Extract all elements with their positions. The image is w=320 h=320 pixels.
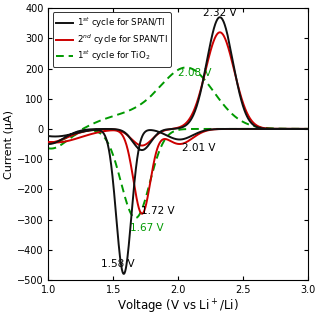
1$^{st}$ cycle for SPAN/TI [56,134,60,138]
1$^{st}$ cycle for TiO$_2$ [140,208,144,212]
1$^{st}$ cycle for TiO$_2$ [300,127,304,131]
Legend: 1$^{st}$ cycle for SPAN/TI, 2$^{nd}$ cycle for SPAN/TI, 1$^{st}$ cycle for TiO$_: 1$^{st}$ cycle for SPAN/TI, 2$^{nd}$ cyc… [53,12,171,67]
2$^{nd}$ cycle for SPAN/TI [140,212,144,216]
1$^{st}$ cycle for SPAN/TI [46,142,50,146]
Line: 1$^{st}$ cycle for SPAN/TI: 1$^{st}$ cycle for SPAN/TI [48,17,308,274]
1$^{st}$ cycle for SPAN/TI [79,129,83,132]
1$^{st}$ cycle for TiO$_2$ [79,128,83,132]
Text: 2.32 V: 2.32 V [203,8,237,18]
2$^{nd}$ cycle for SPAN/TI [79,130,83,134]
1$^{st}$ cycle for SPAN/TI [46,134,50,138]
Line: 2$^{nd}$ cycle for SPAN/TI: 2$^{nd}$ cycle for SPAN/TI [48,32,308,214]
1$^{st}$ cycle for SPAN/TI [300,127,304,131]
1$^{st}$ cycle for TiO$_2$ [46,146,50,150]
2$^{nd}$ cycle for SPAN/TI [218,30,222,34]
Y-axis label: Current (μA): Current (μA) [4,109,14,179]
1$^{st}$ cycle for TiO$_2$ [208,84,212,88]
1$^{st}$ cycle for SPAN/TI [140,136,144,140]
1$^{st}$ cycle for TiO$_2$ [46,141,50,145]
Line: 1$^{st}$ cycle for TiO$_2$: 1$^{st}$ cycle for TiO$_2$ [48,68,308,218]
X-axis label: Voltage (V vs Li$^+$/Li): Voltage (V vs Li$^+$/Li) [117,298,239,316]
1$^{st}$ cycle for SPAN/TI [218,15,222,19]
Text: 1.72 V: 1.72 V [141,206,175,216]
2$^{nd}$ cycle for SPAN/TI [46,140,50,144]
2$^{nd}$ cycle for SPAN/TI [300,127,304,131]
1$^{st}$ cycle for TiO$_2$ [184,66,188,69]
2$^{nd}$ cycle for SPAN/TI [46,140,50,144]
1$^{st}$ cycle for SPAN/TI [207,46,211,50]
Text: 1.67 V: 1.67 V [130,223,164,233]
1$^{st}$ cycle for TiO$_2$ [282,127,286,131]
2$^{nd}$ cycle for SPAN/TI [207,53,211,57]
2$^{nd}$ cycle for SPAN/TI [140,212,143,215]
Text: 2.08 V: 2.08 V [178,68,212,78]
Text: 1.58 V: 1.58 V [101,259,135,269]
Text: 2.01 V: 2.01 V [182,143,216,153]
1$^{st}$ cycle for SPAN/TI [282,127,286,131]
2$^{nd}$ cycle for SPAN/TI [56,140,60,144]
1$^{st}$ cycle for SPAN/TI [122,272,126,276]
2$^{nd}$ cycle for SPAN/TI [282,127,286,131]
1$^{st}$ cycle for TiO$_2$ [56,145,60,148]
1$^{st}$ cycle for TiO$_2$ [134,216,138,220]
